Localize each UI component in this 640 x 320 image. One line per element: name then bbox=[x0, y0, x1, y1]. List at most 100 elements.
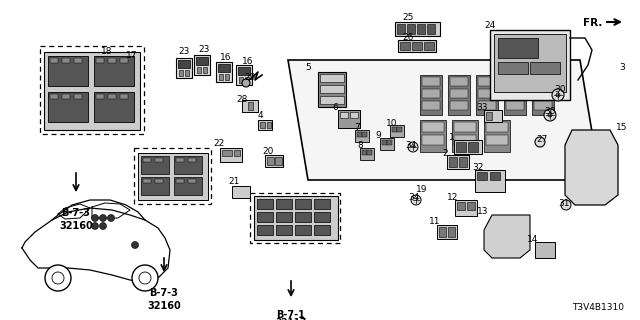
Bar bbox=[314, 212, 330, 222]
Bar bbox=[448, 75, 470, 115]
Bar bbox=[138, 153, 208, 200]
Circle shape bbox=[408, 142, 418, 152]
Bar bbox=[174, 156, 202, 174]
Bar bbox=[367, 150, 372, 155]
Bar bbox=[257, 212, 273, 222]
Text: 30: 30 bbox=[554, 85, 566, 94]
Bar bbox=[48, 92, 88, 122]
Bar bbox=[478, 77, 496, 86]
Bar bbox=[96, 94, 104, 99]
Text: 24: 24 bbox=[484, 21, 495, 30]
Bar bbox=[254, 196, 338, 240]
Bar bbox=[532, 75, 554, 115]
Bar bbox=[580, 182, 604, 194]
Text: 17: 17 bbox=[126, 51, 138, 60]
Bar bbox=[486, 112, 492, 120]
Bar bbox=[477, 172, 487, 180]
Text: 6: 6 bbox=[332, 103, 338, 113]
Circle shape bbox=[45, 265, 71, 291]
Bar bbox=[176, 58, 192, 78]
Bar bbox=[395, 22, 440, 36]
Bar bbox=[132, 74, 136, 80]
Bar bbox=[449, 157, 457, 167]
Bar bbox=[216, 62, 232, 82]
Bar bbox=[225, 74, 229, 80]
Bar bbox=[498, 38, 538, 58]
Bar bbox=[124, 74, 128, 80]
Bar bbox=[455, 200, 477, 216]
Circle shape bbox=[132, 265, 158, 291]
Bar bbox=[504, 75, 526, 115]
Bar bbox=[185, 70, 189, 76]
Bar bbox=[577, 138, 607, 193]
Bar bbox=[412, 42, 422, 50]
Bar bbox=[99, 59, 115, 77]
Bar bbox=[176, 158, 184, 162]
Bar bbox=[108, 94, 116, 99]
Bar bbox=[382, 140, 387, 145]
Text: 19: 19 bbox=[416, 186, 428, 195]
Bar bbox=[143, 179, 151, 183]
Circle shape bbox=[139, 272, 151, 284]
Bar bbox=[234, 150, 240, 156]
Text: 4: 4 bbox=[257, 110, 263, 119]
Circle shape bbox=[92, 222, 99, 229]
Bar bbox=[422, 122, 444, 132]
Bar bbox=[486, 135, 508, 145]
Bar bbox=[490, 172, 500, 180]
Bar bbox=[392, 127, 397, 132]
Bar bbox=[486, 122, 508, 132]
Bar bbox=[450, 77, 468, 86]
Bar bbox=[295, 199, 311, 209]
Text: 29: 29 bbox=[244, 74, 256, 83]
Text: 16: 16 bbox=[220, 53, 232, 62]
Bar bbox=[420, 120, 446, 152]
Bar bbox=[314, 225, 330, 235]
Bar bbox=[267, 122, 271, 128]
Bar bbox=[422, 135, 444, 145]
Bar bbox=[178, 60, 190, 68]
Bar bbox=[494, 34, 566, 92]
Text: 22: 22 bbox=[213, 139, 225, 148]
Bar bbox=[62, 58, 70, 63]
Bar bbox=[250, 193, 340, 243]
Text: 5: 5 bbox=[305, 63, 311, 73]
Bar bbox=[456, 142, 466, 152]
Bar bbox=[218, 64, 230, 72]
Text: 21: 21 bbox=[228, 178, 240, 187]
Bar bbox=[475, 170, 505, 192]
Bar bbox=[74, 94, 82, 99]
Circle shape bbox=[535, 137, 545, 147]
Bar bbox=[417, 24, 425, 34]
Bar bbox=[398, 40, 436, 52]
Text: 23: 23 bbox=[198, 45, 210, 54]
Polygon shape bbox=[565, 130, 618, 205]
Bar bbox=[534, 89, 552, 98]
Text: 7: 7 bbox=[354, 123, 360, 132]
Bar bbox=[179, 70, 183, 76]
Bar bbox=[400, 42, 410, 50]
Bar bbox=[141, 156, 169, 174]
Polygon shape bbox=[484, 215, 530, 258]
Bar bbox=[174, 177, 202, 195]
Bar bbox=[143, 158, 151, 162]
Bar bbox=[40, 46, 144, 134]
Bar bbox=[188, 158, 196, 162]
Text: 32: 32 bbox=[472, 163, 484, 172]
Bar bbox=[120, 94, 128, 99]
Circle shape bbox=[131, 242, 138, 249]
Bar bbox=[427, 24, 435, 34]
Bar bbox=[448, 227, 455, 237]
Bar bbox=[258, 120, 272, 130]
Circle shape bbox=[556, 93, 560, 97]
Text: 34: 34 bbox=[408, 193, 420, 202]
Text: 32160: 32160 bbox=[147, 301, 181, 311]
Circle shape bbox=[99, 222, 106, 229]
Bar bbox=[318, 72, 346, 107]
Circle shape bbox=[552, 89, 564, 101]
Bar bbox=[478, 89, 496, 98]
Bar bbox=[360, 148, 374, 160]
Circle shape bbox=[561, 200, 571, 210]
Bar bbox=[188, 179, 196, 183]
Bar bbox=[196, 57, 208, 65]
